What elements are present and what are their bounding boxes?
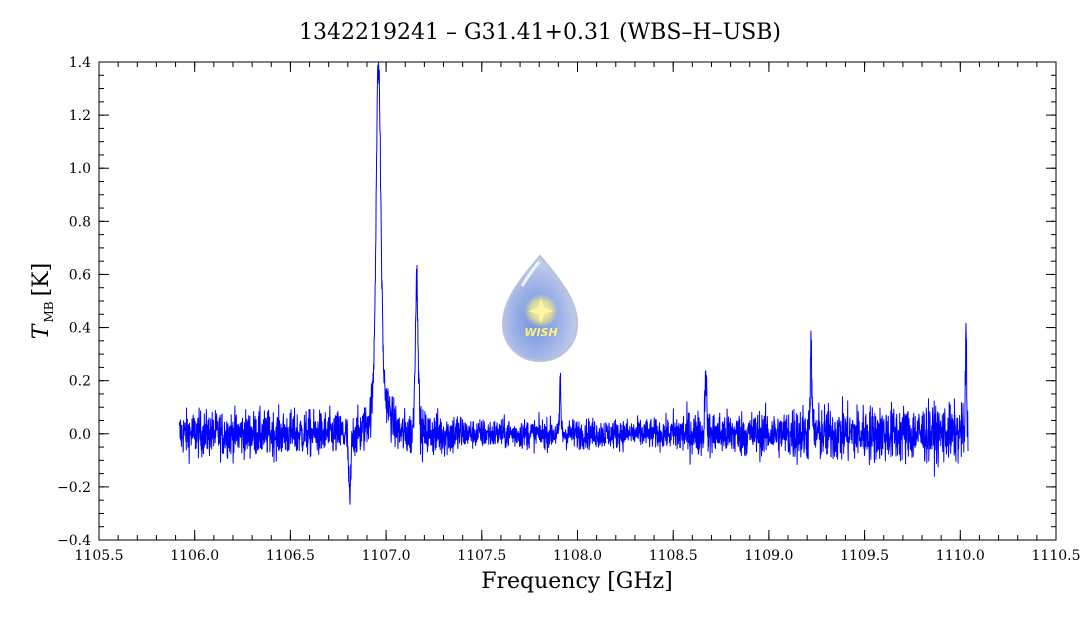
x-tick-label: 1107.5 [457,548,506,564]
x-tick-label: 1105.5 [75,548,124,564]
y-tick-label: −0.4 [57,533,91,549]
y-axis-label: TMB [K] [29,263,56,339]
wish-logo-text: WISH [524,326,557,339]
y-axis-label-unit: [K] [29,263,54,297]
tick-labels: 1105.5 1106.0 1106.5 1107.0 1107.5 1108.0 1108… [57,55,1080,564]
x-tick-label: 1109.0 [744,548,793,564]
wish-logo: WISH [501,254,579,363]
y-tick-label: 0.8 [69,214,91,230]
y-tick-label: 1.0 [69,161,91,177]
axis-ticks [98,61,1057,541]
y-tick-label: 0.6 [69,267,91,283]
plot-frame [98,61,1057,541]
y-tick-label: −0.2 [57,480,91,496]
x-axis-label: Frequency [GHz] [481,569,673,594]
x-tick-label: 1106.0 [170,548,219,564]
y-axis-label-subscript: MB [42,301,56,322]
x-tick-label: 1110.5 [1032,548,1080,564]
x-tick-label: 1108.0 [553,548,602,564]
y-axis-label-symbol: T [29,322,54,339]
y-tick-label: 1.4 [69,55,91,71]
svg-text:TMB[K]: TMB [K] [29,263,56,339]
y-tick-label: 0.0 [69,427,91,443]
y-tick-label: 1.2 [69,108,91,124]
x-tick-label: 1108.5 [649,548,698,564]
x-tick-label: 1107.0 [362,548,411,564]
y-tick-label: 0.4 [69,321,91,337]
x-tick-label: 1110.0 [936,548,985,564]
x-tick-label: 1106.5 [266,548,315,564]
chart-title: 1342219241 – G31.41+0.31 (WBS–H–USB) [299,20,781,45]
x-tick-label: 1109.5 [840,548,889,564]
series-spectrum-line [178,61,969,505]
y-tick-label: 0.2 [69,374,91,390]
